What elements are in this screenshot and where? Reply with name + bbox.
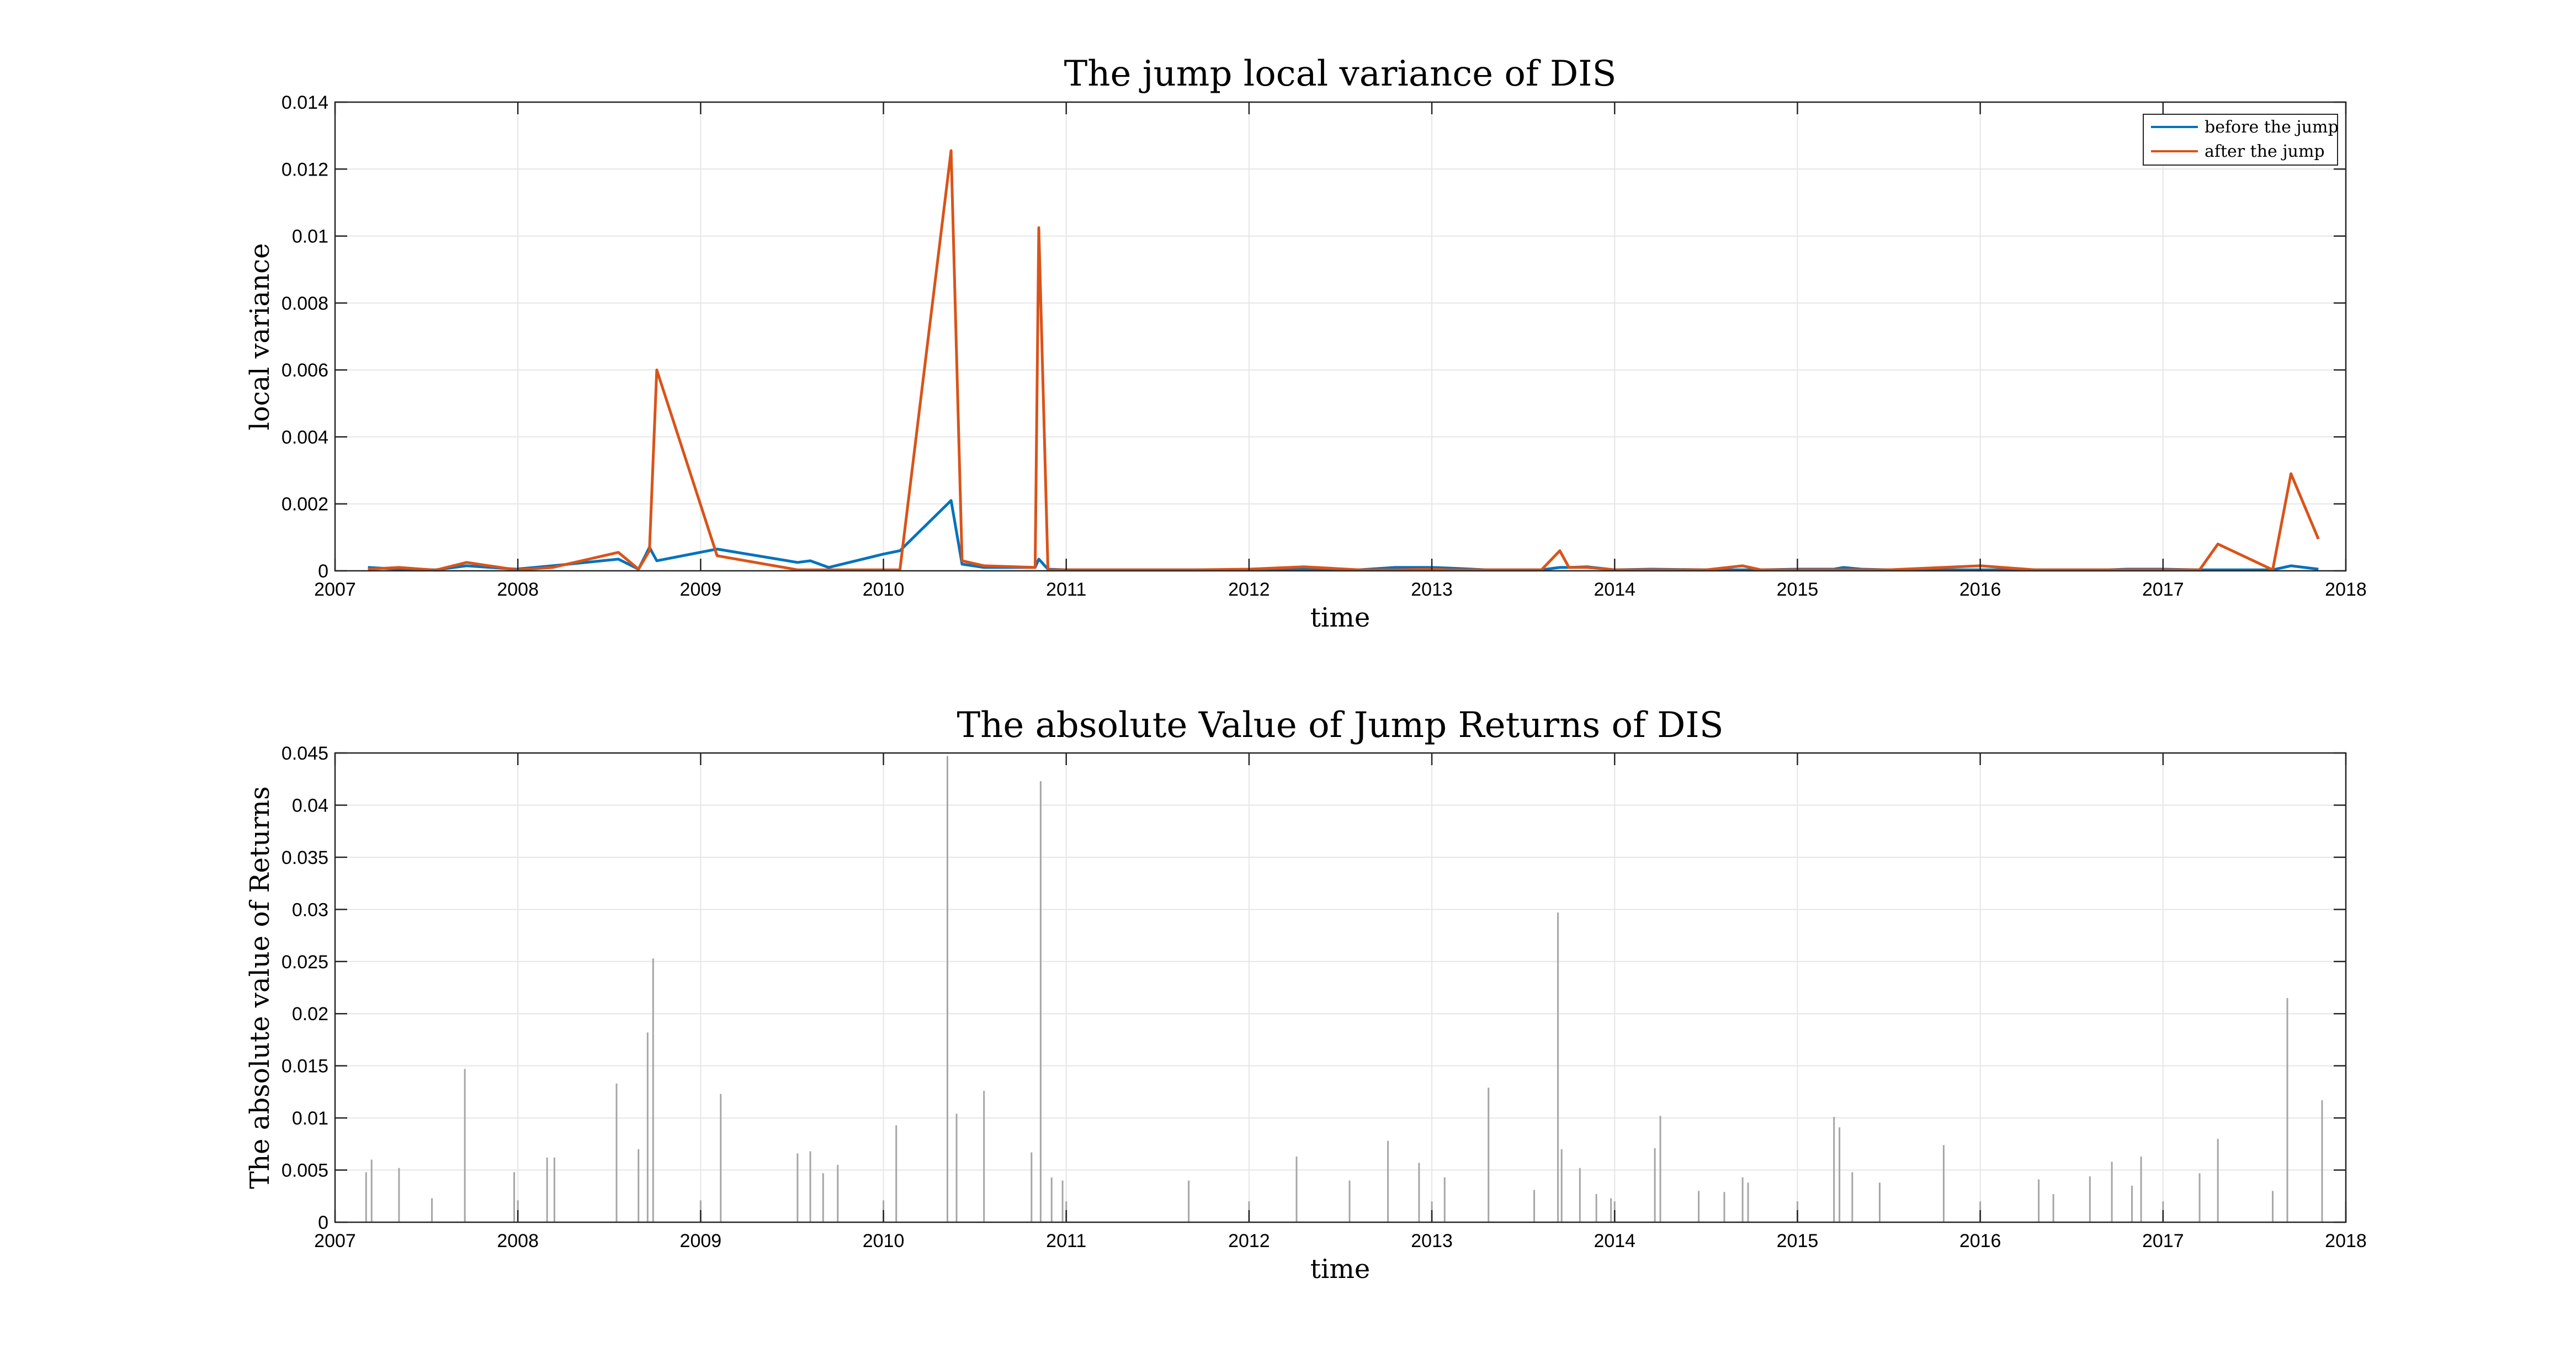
x-tick-label: 2018 bbox=[2325, 1231, 2367, 1251]
x-tick-label: 2010 bbox=[863, 1231, 905, 1251]
x-axis-label: time bbox=[1310, 602, 1371, 633]
local-variance-chart: 2007 2008 2009 2010 2011 2012 2013 2014 2015 2016… bbox=[245, 54, 2367, 633]
x-tick-label: 2008 bbox=[497, 1231, 539, 1251]
x-tick-label: 2015 bbox=[1777, 579, 1819, 600]
x-tick-label: 2010 bbox=[863, 579, 905, 600]
y-tick-label: 0.002 bbox=[281, 494, 328, 515]
x-tick-label: 2009 bbox=[680, 1231, 722, 1251]
legend: before the jump after the jump bbox=[2143, 114, 2339, 166]
y-tick-label: 0.014 bbox=[281, 92, 328, 113]
x-tick-label: 2017 bbox=[2142, 579, 2184, 600]
x-tick-label: 2007 bbox=[314, 579, 356, 600]
x-tick-label: 2017 bbox=[2142, 1231, 2184, 1251]
legend-box bbox=[2143, 114, 2338, 166]
y-tick-label: 0.015 bbox=[281, 1056, 328, 1077]
x-tick-label: 2012 bbox=[1228, 579, 1270, 600]
legend-label-after: after the jump bbox=[2205, 142, 2325, 161]
y-axis-label: The absolute value of Returns bbox=[245, 786, 275, 1189]
x-tick-label: 2012 bbox=[1228, 1231, 1270, 1251]
chart-title: The absolute Value of Jump Returns of DI… bbox=[957, 705, 1723, 746]
y-tick-label: 0.006 bbox=[281, 360, 328, 381]
chart-title: The jump local variance of DIS bbox=[1064, 54, 1617, 94]
x-tick-label: 2014 bbox=[1594, 579, 1635, 600]
x-tick-label: 2015 bbox=[1777, 1231, 1819, 1251]
x-tick-label: 2008 bbox=[497, 579, 539, 600]
plot-area bbox=[335, 753, 2346, 1222]
y-tick-label: 0.005 bbox=[281, 1160, 328, 1181]
y-tick-label: 0.004 bbox=[281, 427, 328, 448]
jump-returns-chart: 2007 2008 2009 2010 2011 2012 2013 2014 2015 2016… bbox=[245, 705, 2367, 1285]
y-tick-label: 0.025 bbox=[281, 952, 328, 973]
y-tick-label: 0.03 bbox=[292, 899, 328, 920]
plot-area bbox=[335, 102, 2346, 571]
x-tick-label: 2013 bbox=[1411, 1231, 1453, 1251]
tick-labels: 2007 2008 2009 2010 2011 2012 2013 2014 2015 2016… bbox=[281, 743, 2367, 1251]
axes-box bbox=[334, 752, 2347, 1223]
x-tick-label: 2009 bbox=[680, 579, 722, 600]
x-tick-label: 2011 bbox=[1046, 1231, 1086, 1251]
x-tick-label: 2007 bbox=[314, 1231, 356, 1251]
legend-label-before: before the jump bbox=[2205, 118, 2339, 137]
y-tick-label: 0.045 bbox=[281, 743, 328, 764]
tick-labels: 2007 2008 2009 2010 2011 2012 2013 2014 2015 2016… bbox=[281, 92, 2367, 600]
y-axis-label: local variance bbox=[245, 243, 275, 430]
axes bbox=[334, 752, 2347, 1223]
axes bbox=[334, 101, 2347, 572]
y-tick-label: 0.02 bbox=[292, 1004, 328, 1025]
y-tick-label: 0.008 bbox=[281, 293, 328, 314]
x-tick-label: 2014 bbox=[1594, 1231, 1635, 1251]
x-tick-label: 2016 bbox=[1959, 1231, 2001, 1251]
y-tick-label: 0.012 bbox=[281, 159, 328, 180]
y-tick-label: 0.035 bbox=[281, 847, 328, 868]
x-tick-label: 2018 bbox=[2325, 579, 2367, 600]
y-tick-label: 0.04 bbox=[292, 795, 328, 816]
y-tick-label: 0.01 bbox=[292, 1108, 328, 1129]
y-tick-label: 0 bbox=[318, 1212, 328, 1233]
x-tick-label: 2016 bbox=[1959, 579, 2001, 600]
axes-box bbox=[334, 101, 2347, 572]
x-axis-label: time bbox=[1310, 1254, 1371, 1285]
x-tick-label: 2011 bbox=[1046, 579, 1086, 600]
y-tick-label: 0 bbox=[318, 561, 328, 582]
y-tick-label: 0.01 bbox=[292, 226, 328, 247]
x-tick-label: 2013 bbox=[1411, 579, 1453, 600]
